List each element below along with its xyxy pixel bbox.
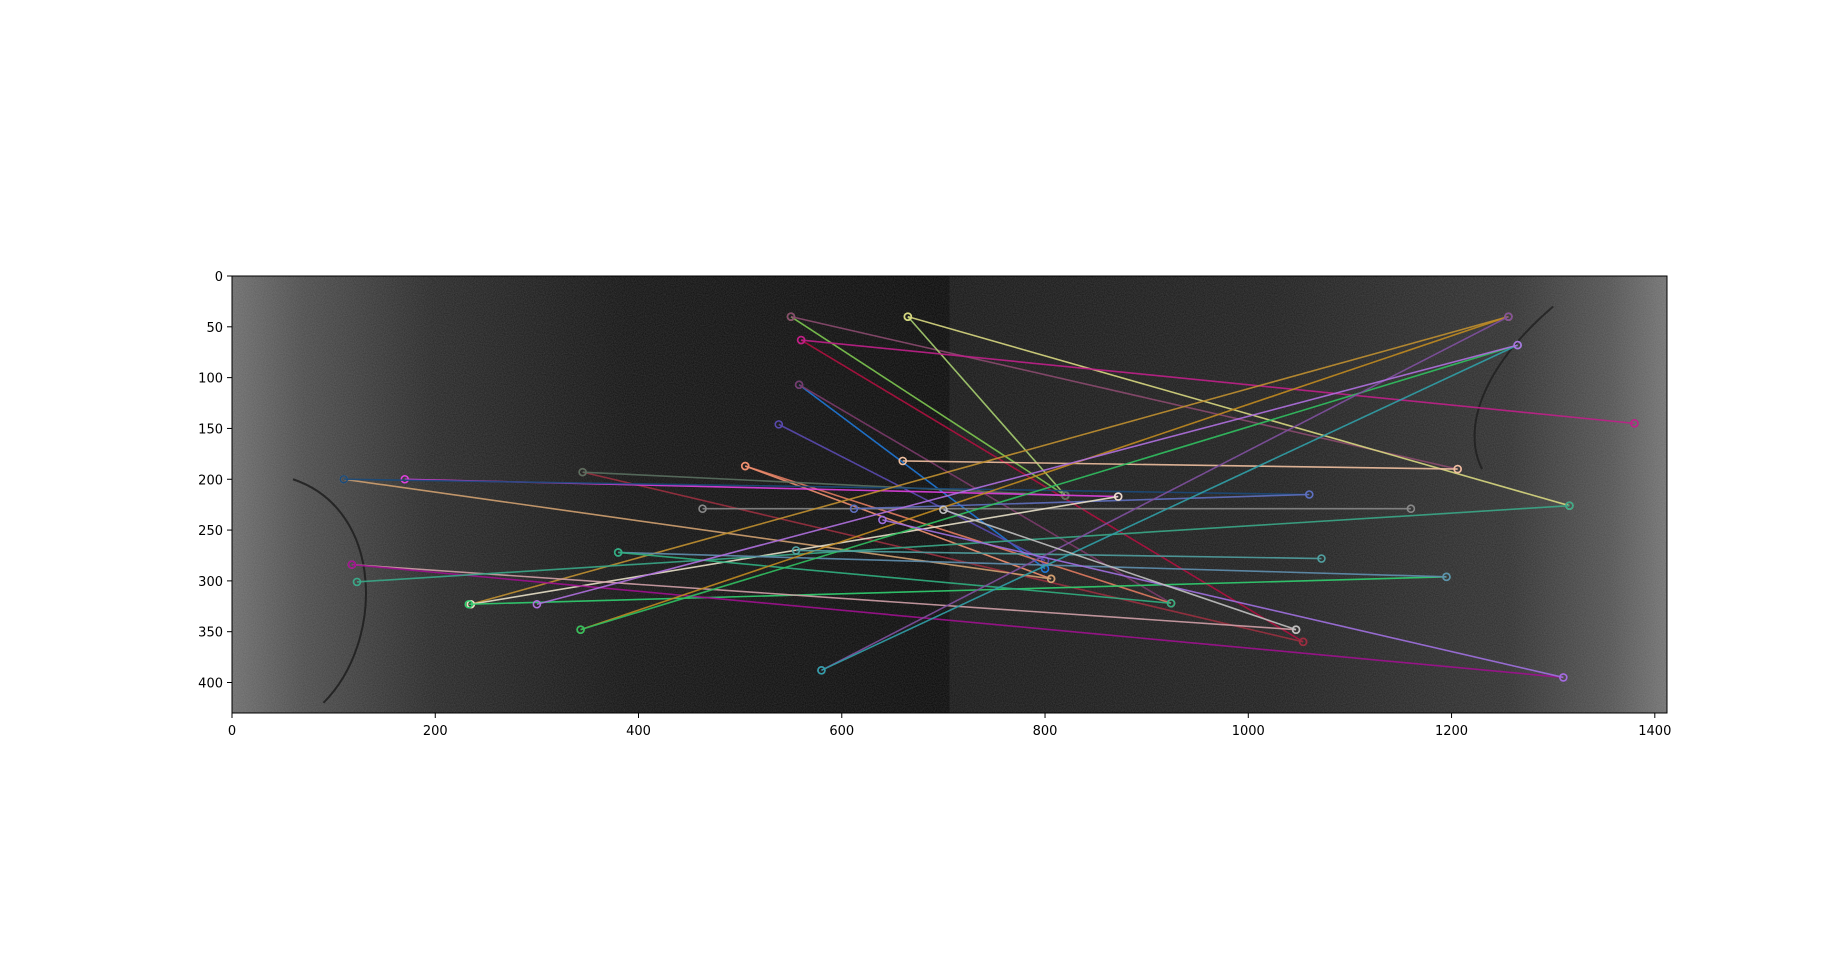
match-start-point	[878, 515, 887, 525]
match-end-point	[1513, 340, 1522, 350]
match-end-point	[1304, 490, 1314, 499]
x-tick-label: 1200	[1435, 724, 1468, 739]
match-line	[943, 508, 1297, 631]
match-line	[798, 384, 1046, 570]
match-line	[882, 519, 1564, 679]
match-line	[618, 551, 1447, 578]
y-tick-label: 0	[215, 270, 223, 285]
match-34	[939, 505, 1301, 634]
x-tick-label: 0	[228, 724, 236, 739]
x-axis: 0 200 400 600 800 1000 1200 1400	[228, 713, 1671, 739]
match-start-point	[796, 335, 806, 345]
match-start-point	[740, 461, 750, 471]
match-start-point	[774, 420, 784, 429]
match-line	[582, 471, 1066, 497]
match-line	[821, 315, 1509, 672]
match-start-point	[903, 312, 913, 321]
right-image-arc	[1473, 305, 1554, 470]
y-tick-label: 300	[198, 575, 223, 590]
x-tick-label: 1400	[1638, 724, 1671, 739]
match-line	[801, 339, 1635, 425]
match-line	[853, 493, 1310, 510]
match-end-point	[1559, 673, 1568, 682]
match-line	[821, 344, 1518, 672]
match-lines	[339, 312, 1639, 682]
match-start-point	[794, 380, 804, 390]
y-axis: 0 50 100 150 200 250 300 350 400	[198, 270, 232, 692]
match-start-point	[576, 625, 585, 634]
match-start-point	[613, 548, 623, 557]
match-line	[468, 576, 1447, 606]
match-line	[343, 478, 1310, 496]
match-end-point	[1291, 625, 1301, 634]
match-start-point	[817, 666, 826, 675]
match-line	[790, 315, 1458, 470]
match-line	[618, 551, 1172, 605]
match-line	[351, 563, 1564, 679]
match-line	[580, 315, 1509, 631]
match-start-point	[791, 546, 801, 555]
match-32	[532, 340, 1522, 609]
x-tick-label: 1000	[1232, 724, 1265, 739]
match-start-point	[578, 467, 587, 477]
match-5	[796, 335, 1639, 428]
match-start-point	[352, 577, 362, 587]
y-tick-label: 400	[198, 677, 223, 692]
match-line	[582, 471, 1304, 643]
match-end-point	[1113, 492, 1123, 501]
match-end-point	[1565, 501, 1574, 510]
match-line	[351, 563, 1297, 631]
y-tick-label: 150	[198, 422, 223, 437]
axes-frame	[231, 275, 1668, 714]
match-18	[849, 490, 1314, 514]
match-line	[470, 315, 1509, 606]
match-11	[898, 456, 1462, 474]
y-tick-label: 100	[198, 372, 223, 387]
x-tick-label: 200	[423, 724, 448, 739]
match-end-point	[1442, 572, 1451, 582]
match-end-point	[1317, 554, 1326, 563]
match-line	[907, 315, 1570, 507]
match-start-point	[400, 474, 410, 484]
left-image-arc	[292, 478, 367, 704]
match-24	[352, 501, 1574, 587]
match-line	[796, 549, 1322, 560]
match-end-point	[1298, 637, 1308, 647]
match-end-point	[1453, 464, 1462, 474]
match-start-point	[698, 504, 707, 514]
x-tick-label: 600	[829, 724, 854, 739]
match-end-point	[1504, 312, 1513, 321]
match-start-point	[339, 474, 349, 484]
match-end-point	[1406, 504, 1416, 514]
match-line	[902, 460, 1458, 470]
match-29	[791, 546, 1326, 563]
match-17	[698, 504, 1416, 514]
match-start-point	[849, 504, 859, 514]
x-tick-label: 400	[626, 724, 651, 739]
x-tick-label: 800	[1033, 724, 1058, 739]
match-26	[613, 548, 1176, 608]
match-33	[878, 515, 1568, 682]
match-start-point	[464, 599, 474, 609]
match-line	[778, 423, 1046, 562]
y-tick-label: 350	[198, 626, 223, 641]
match-line	[536, 344, 1518, 606]
match-line	[907, 316, 1066, 497]
match-end-point	[1630, 419, 1639, 428]
match-end-point	[1166, 598, 1176, 608]
match-start-point	[347, 560, 357, 569]
match-start-point	[786, 312, 796, 321]
y-tick-label: 250	[198, 524, 223, 539]
match-start-point	[532, 599, 542, 609]
y-tick-label: 200	[198, 473, 223, 488]
match-start-point	[898, 456, 908, 466]
match-line	[790, 315, 1066, 497]
match-end-point	[1046, 574, 1056, 584]
match-start-point	[939, 505, 948, 515]
y-tick-label: 50	[206, 321, 223, 336]
match-line	[356, 504, 1570, 583]
